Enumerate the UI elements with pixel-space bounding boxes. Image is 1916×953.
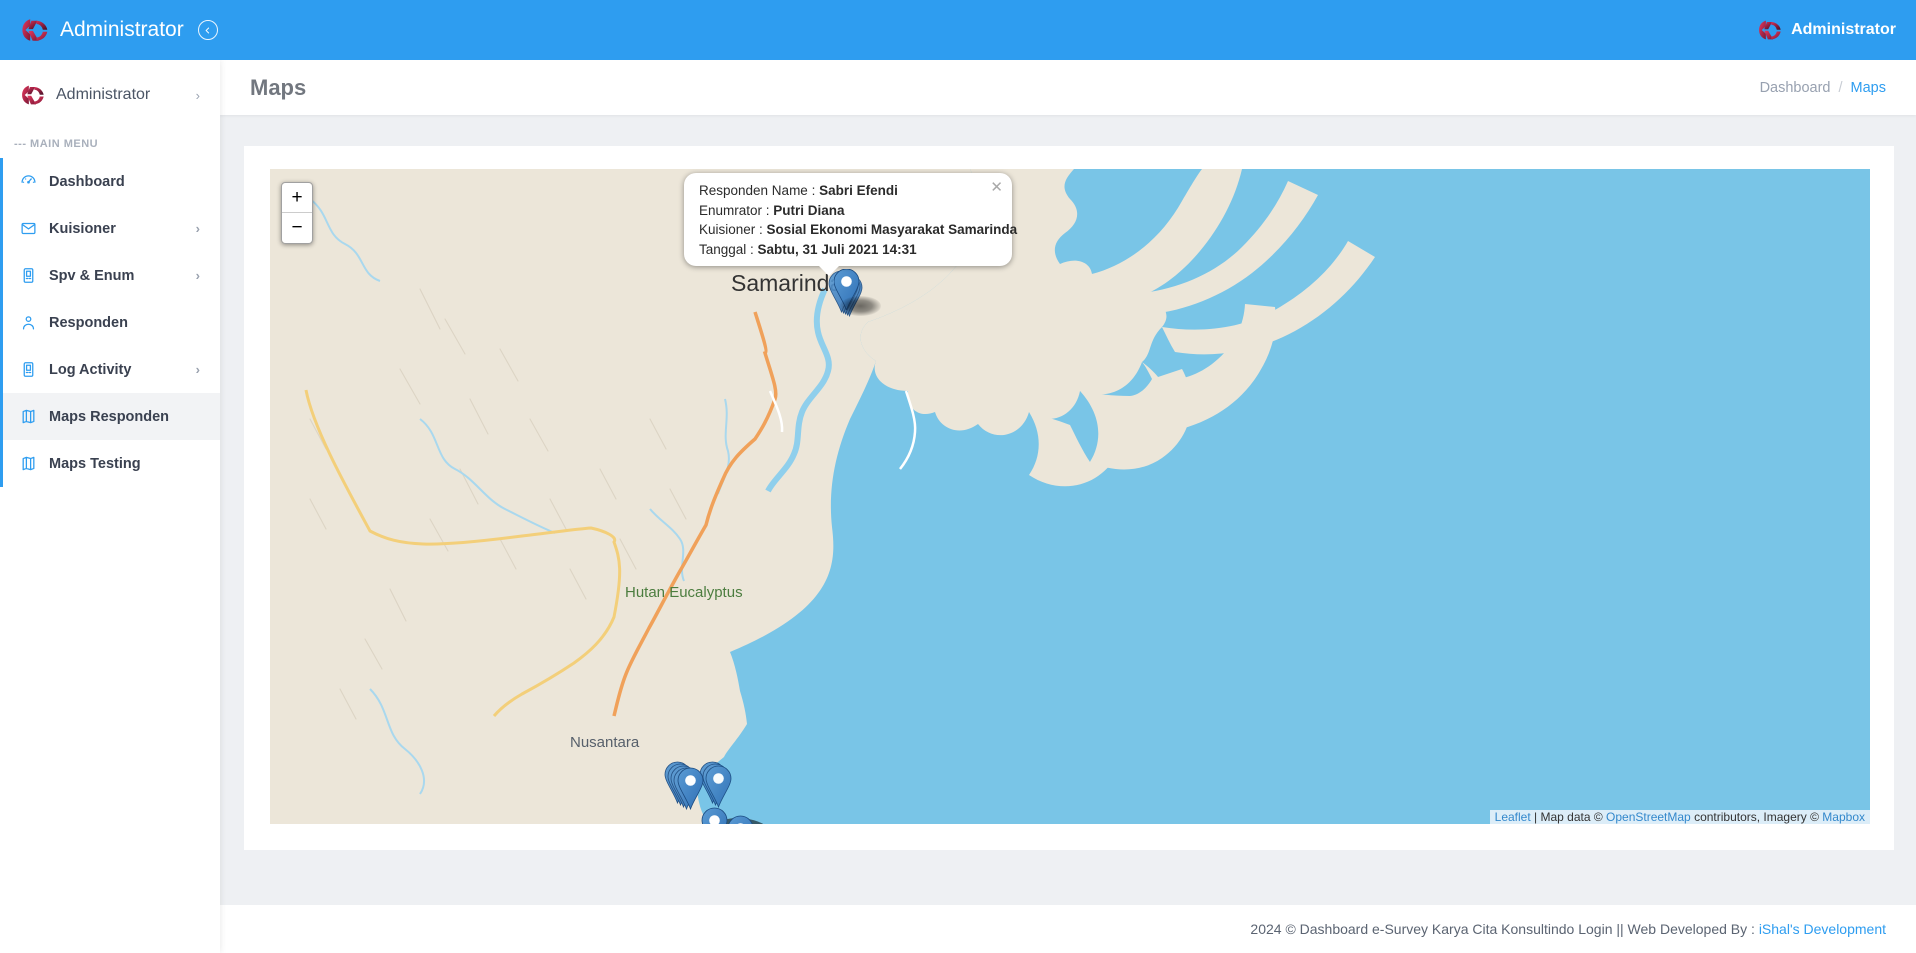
svg-text:Hutan Eucalyptus: Hutan Eucalyptus (625, 584, 743, 601)
svg-text:Nusantara: Nusantara (570, 734, 640, 751)
